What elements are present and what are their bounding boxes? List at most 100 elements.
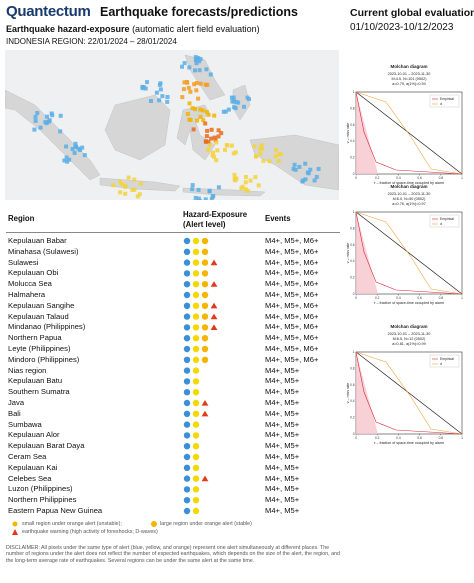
alert-blue: [183, 497, 191, 504]
alert-cell: [273, 154, 278, 159]
alert-cell: [130, 187, 135, 192]
alert-blue: [183, 248, 191, 255]
legend-icon-large: [151, 521, 157, 527]
alert-cell: [35, 111, 40, 115]
alert-cell: [276, 159, 281, 163]
diagram-stats: a=0.79, a(1%)=0.94: [392, 82, 426, 86]
y-axis-label: ν – miss rate: [346, 243, 350, 263]
x-tick-label: 0.6: [417, 176, 422, 180]
row-events: M4+, M5+, M6+: [265, 246, 319, 256]
alert-cell: [203, 121, 208, 126]
alert-cell: [182, 80, 187, 85]
alert-cell: [195, 118, 200, 123]
row-events: M4+, M5+, M6+: [265, 344, 319, 353]
alert-cell: [291, 167, 296, 171]
alert-blue: [183, 432, 191, 439]
diagram-title: Molchan diagram: [390, 184, 427, 189]
alert-yellow: [192, 367, 200, 374]
y-tick-label: 0.8: [350, 366, 355, 370]
alert-cell: [216, 128, 221, 133]
alert-cell: [198, 114, 203, 119]
legend-warning: earthquake warning (high activity of for…: [22, 529, 158, 535]
alert-cell: [205, 128, 210, 133]
alert-orange: [201, 313, 209, 320]
row-region: Kepulauan Batu: [8, 376, 63, 386]
alert-cell: [132, 187, 137, 192]
alert-cell: [193, 195, 198, 200]
alert-blue: [183, 335, 191, 342]
alert-cell: [233, 106, 238, 111]
alert-cell: [135, 194, 140, 199]
alert-cell: [208, 72, 213, 77]
diagram-title: Molchan diagram: [390, 64, 427, 69]
x-axis-label: τ – fraction of space-time occupied by a…: [374, 301, 444, 305]
row-events: M4+, M5+: [265, 452, 300, 461]
row-events: M4+, M5+, M6+: [265, 236, 319, 245]
alert-yellow: [192, 324, 200, 331]
alert-blue: [183, 486, 191, 493]
subtitle-note: (automatic alert field evaluation): [132, 24, 260, 34]
alert-cell: [181, 87, 186, 92]
d-curve: [355, 91, 463, 175]
y-tick-label: 0.2: [350, 416, 355, 420]
y-tick-label: 0.8: [350, 106, 355, 110]
alert-cell: [78, 148, 83, 152]
y-tick-label: 0.6: [350, 243, 355, 247]
legend-box: [429, 354, 460, 368]
alert-blue: [183, 443, 191, 450]
alert-cell: [43, 120, 48, 125]
alert-cell: [64, 144, 69, 149]
alert-yellow: [192, 313, 200, 320]
alert-cell: [126, 175, 131, 180]
row-region: Northern Philippines: [8, 495, 77, 505]
alert-cell: [198, 81, 203, 86]
alert-cell: [236, 100, 241, 105]
alert-yellow: [192, 389, 200, 396]
row-events: M4+, M5+, M6+: [265, 257, 319, 267]
alert-yellow: [192, 345, 200, 353]
region-period: INDONESIA REGION: 22/01/2024 – 28/01/202…: [6, 37, 177, 46]
row-events: M4+, M5+, M6+: [265, 300, 319, 310]
alert-cell: [211, 194, 216, 198]
alert-cell: [204, 134, 209, 139]
alert-blue: [183, 237, 191, 245]
row-events: M4+, M5+: [265, 408, 300, 418]
row-region: Northern Papua: [8, 333, 62, 343]
alert-cell: [186, 85, 191, 90]
alert-cell: [182, 61, 187, 66]
alert-cell: [231, 95, 236, 100]
alert-cell: [201, 118, 206, 123]
evaluation-period: 01/10/2023-10/12/2023: [350, 22, 454, 33]
x-tick-label: 0.2: [375, 176, 380, 180]
alert-blue: [183, 410, 191, 417]
diagram-params: M:6.0, N=50 (0502): [393, 197, 427, 201]
y-tick-label: 0: [353, 172, 355, 176]
confidence-area: [356, 212, 378, 294]
warning: [210, 313, 218, 320]
alert-blue: [183, 389, 191, 396]
warning: [210, 324, 218, 330]
row-region: Mindanao (Philippines): [8, 322, 86, 332]
alert-blue: [183, 259, 191, 266]
alert-yellow: [192, 291, 200, 299]
alert-yellow: [192, 270, 200, 277]
map: [5, 50, 339, 200]
alert-yellow: [192, 281, 200, 288]
y-axis-label: ν – miss rate: [346, 123, 350, 143]
alert-yellow: [192, 378, 200, 385]
alert-cell: [207, 189, 212, 194]
alert-cell: [252, 144, 257, 149]
alert-cell: [74, 144, 79, 149]
alert-cell: [212, 135, 217, 140]
alert-cell: [82, 153, 87, 158]
y-tick-label: 1: [353, 210, 355, 214]
x-tick-label: 0: [355, 436, 357, 440]
warning: [210, 302, 218, 309]
row-events: M4+, M5+: [265, 462, 300, 472]
alert-yellow: [192, 259, 200, 266]
alert-cell: [212, 113, 217, 118]
warning: [201, 475, 209, 482]
confidence-area: [356, 92, 378, 174]
row-events: M4+, M5+, M6+: [265, 333, 319, 343]
alert-cell: [214, 158, 219, 163]
